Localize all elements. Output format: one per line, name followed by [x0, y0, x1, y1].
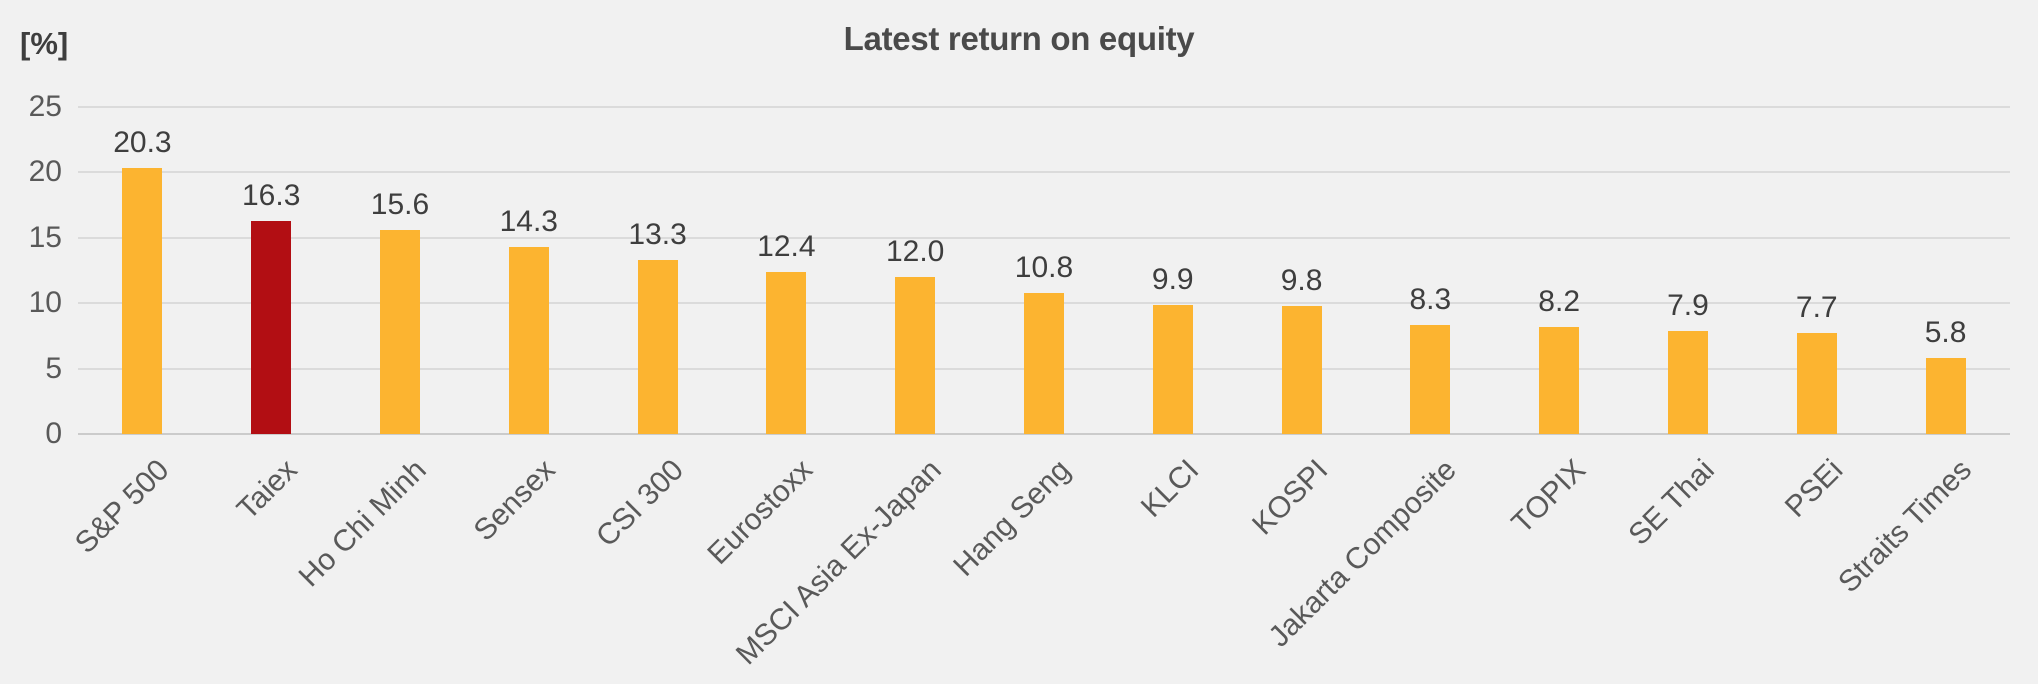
gridline	[78, 236, 2010, 239]
bar-slot: 8.2	[1495, 107, 1624, 434]
x-slot: S&P 500	[68, 442, 207, 682]
chart-title: Latest return on equity	[843, 20, 1195, 57]
bar	[379, 229, 420, 434]
bar-slot: 13.3	[593, 107, 722, 434]
plot-area: 20.3 16.3 15.6 14.3 13.3 12.4 12.0 10.8 9.9 9.8 8.…	[78, 106, 2010, 435]
x-axis-label: CSI 300	[590, 453, 691, 554]
x-axis-label: S&P 500	[68, 453, 176, 560]
x-slot: SE Thai	[1622, 442, 1753, 682]
bar-slot: 12.4	[722, 107, 851, 434]
y-tick-label: 25	[28, 90, 62, 123]
bar-slot: 14.3	[464, 107, 593, 434]
bar	[895, 277, 936, 434]
bar-slot: 9.8	[1237, 107, 1366, 434]
bar	[1667, 330, 1708, 434]
bar-value-label: 20.3	[113, 126, 172, 160]
bar	[1925, 358, 1966, 434]
x-axis: S&P 500 Taiex Ho Chi Minh Sensex CSI 300 Euro…	[68, 442, 2010, 682]
x-slot: Jakarta Composite	[1263, 442, 1495, 682]
gridline	[78, 106, 2010, 108]
bar-value-label: 13.3	[628, 218, 687, 252]
bar-value-label: 14.3	[499, 204, 558, 238]
gridline	[78, 171, 2010, 174]
y-tick-label: 5	[45, 351, 62, 385]
bar-value-label: 8.2	[1538, 284, 1581, 318]
bar-value-label: 7.9	[1667, 288, 1709, 322]
bar	[1796, 333, 1837, 434]
bar-slot: 5.8	[1881, 107, 2010, 434]
x-axis-label: TOPIX	[1505, 453, 1592, 540]
y-axis-unit-label: [%]	[20, 26, 69, 61]
x-axis-label: SE Thai	[1622, 453, 1721, 552]
bars-group: 20.3 16.3 15.6 14.3 13.3 12.4 12.0 10.8 9.9 9.8 8.…	[78, 107, 2010, 434]
bar	[1152, 304, 1193, 434]
bar-value-label: 12.4	[757, 229, 816, 263]
bar-value-label: 7.7	[1795, 291, 1838, 325]
bar-slot: 15.6	[336, 107, 465, 434]
x-slot: Ho Chi Minh	[293, 442, 465, 682]
bar-value-label: 12.0	[885, 235, 945, 269]
bar	[122, 168, 163, 434]
bar-slot: 8.3	[1366, 107, 1495, 434]
bar-value-label: 9.9	[1151, 262, 1194, 296]
bar-slot: 9.9	[1108, 107, 1237, 434]
bar-value-label: 16.3	[241, 178, 301, 212]
bar	[766, 271, 807, 434]
bar	[251, 220, 292, 434]
x-slot: Hang Seng	[947, 442, 1109, 682]
x-axis-label: KOSPI	[1246, 453, 1335, 542]
bar	[1023, 292, 1064, 434]
bar-slot: 12.0	[851, 107, 980, 434]
bar-value-label: 10.8	[1014, 250, 1074, 284]
y-tick-label: 15	[28, 220, 62, 254]
x-slot: Sensex	[464, 442, 593, 682]
bar-slot: 20.3	[78, 107, 207, 434]
x-axis-label: Sensex	[467, 453, 562, 548]
bar	[1281, 305, 1322, 434]
y-tick-label: 0	[45, 417, 62, 450]
y-axis: 0 5 10 15 20 25	[0, 92, 62, 449]
bar-value-label: 5.8	[1924, 316, 1967, 350]
bar	[637, 260, 678, 434]
y-tick-label: 20	[28, 155, 62, 189]
bar-slot: 10.8	[980, 107, 1109, 434]
bar	[1410, 325, 1451, 434]
x-axis-label: KLCI	[1134, 453, 1206, 524]
bar-value-label: 8.3	[1409, 283, 1452, 317]
axis-baseline	[78, 433, 2010, 435]
bar-value-label: 9.8	[1280, 263, 1323, 297]
x-axis-label: Taiex	[230, 453, 304, 527]
x-axis-label: PSEi	[1778, 453, 1850, 524]
bar-slot: 16.3	[207, 107, 336, 434]
bar	[508, 246, 549, 434]
bar	[1539, 326, 1580, 434]
x-slot: Straits Times	[1832, 442, 2010, 682]
x-slot: TOPIX	[1495, 442, 1624, 682]
y-tick-label: 10	[28, 286, 62, 320]
x-slot: CSI 300	[590, 442, 722, 682]
bar-value-label: 15.6	[370, 187, 430, 221]
x-slot: KLCI	[1108, 442, 1237, 682]
bar-slot: 7.7	[1752, 107, 1881, 434]
bar-slot: 7.9	[1624, 107, 1753, 434]
